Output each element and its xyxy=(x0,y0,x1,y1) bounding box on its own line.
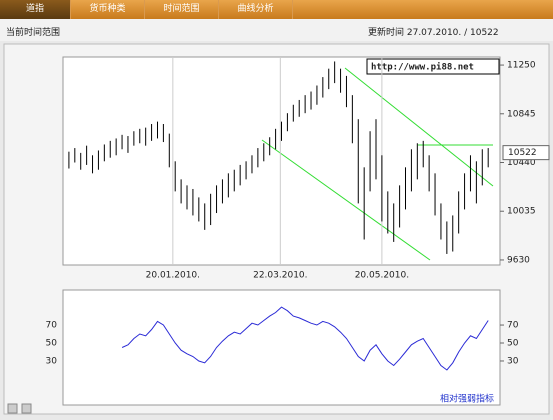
x-tick-label: 22.03.2010. xyxy=(253,271,307,281)
tab[interactable]: 曲线分析 xyxy=(219,0,293,19)
update-label: 更新时间 27.07.2010. / 10522 xyxy=(368,28,499,38)
y-tick-label: 9630 xyxy=(507,255,530,265)
price-plot xyxy=(62,56,501,266)
y-tick-label: 10440 xyxy=(507,158,536,168)
trend-line xyxy=(261,139,431,261)
tab[interactable]: 时间范围 xyxy=(145,0,219,19)
watermark: http://www.pi88.net xyxy=(371,62,474,73)
y-tick-label: 70 xyxy=(46,321,58,331)
y-tick-label: 50 xyxy=(507,339,519,349)
rsi-plot xyxy=(62,289,501,406)
y-tick-label: 30 xyxy=(46,356,58,366)
tab[interactable]: 货币种类 xyxy=(71,0,145,19)
y-tick-label: 10035 xyxy=(507,207,536,217)
y-tick-label: 30 xyxy=(507,356,519,366)
rsi-title: 相对强弱指标 xyxy=(440,393,494,405)
tab-bar: 道指 货币种类 时间范围 曲线分析 xyxy=(0,0,553,19)
icon[interactable] xyxy=(21,403,32,414)
y-tick-label: 11250 xyxy=(507,61,536,71)
watermark-box xyxy=(366,58,500,75)
trend-line xyxy=(344,67,494,187)
last-value: 10522 xyxy=(508,148,537,158)
x-tick-label: 20.01.2010. xyxy=(146,271,200,281)
info-bar: 当前时间范围 更新时间 27.07.2010. / 10522 xyxy=(0,19,553,41)
x-tick-label: 20.05.2010. xyxy=(355,271,409,281)
y-tick-label: 70 xyxy=(507,321,519,331)
range-label: 当前时间范围 xyxy=(6,28,61,38)
y-tick-label: 10845 xyxy=(507,109,536,119)
last-value-box xyxy=(502,145,550,161)
rsi-line xyxy=(121,306,489,371)
y-tick-label: 50 xyxy=(46,339,58,349)
icon[interactable] xyxy=(7,403,18,414)
tab[interactable]: 道指 xyxy=(0,0,71,19)
